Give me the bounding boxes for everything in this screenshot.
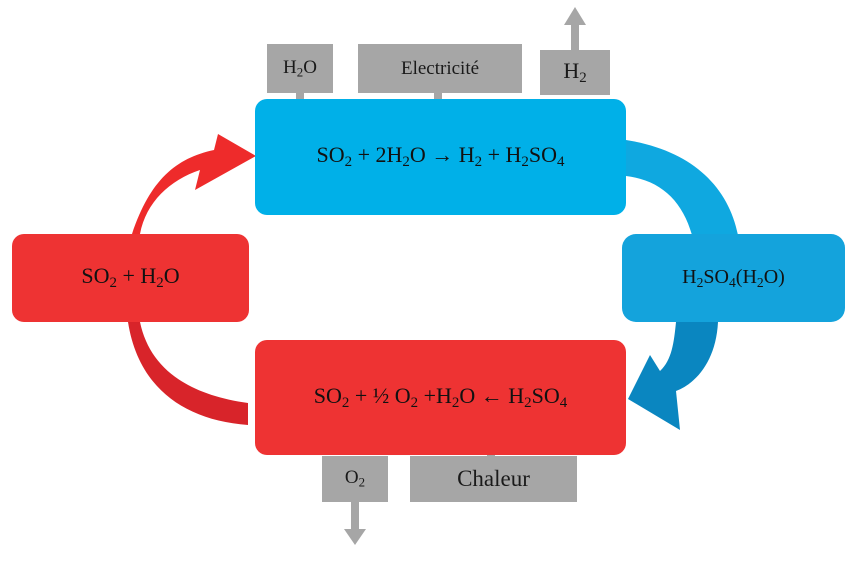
heat-input-label: Chaleur [410,456,577,502]
water-input-label: H2O [267,44,333,93]
oxygen-output-arrow [344,500,366,545]
decomposition-equation: SO2 + ½ O2 +H2O ← H2SO4 [313,382,568,412]
cycle-arrow-top-right [626,140,738,235]
sulfuric-acid-node: H2SO4(H2O) [622,234,845,322]
cycle-arrow-bottom-left [128,322,248,425]
sulfur-dioxide-water-node: SO2 + H2O [12,234,249,322]
decomposition-reaction-box: SO2 + ½ O2 +H2O ← H2SO4 [255,340,626,455]
hydrogen-output-label: H2 [540,50,610,95]
electrolysis-equation: SO2 + 2H2O → H2 + H2SO4 [316,142,565,171]
cycle-arrow-top-left [132,134,256,234]
electricity-input-label: Electricité [358,44,522,93]
oxygen-output-label: O2 [322,456,388,502]
hydrogen-output-arrow [564,7,586,50]
electrolysis-reaction-box: SO2 + 2H2O → H2 + H2SO4 [255,99,626,215]
cycle-arrow-bottom-right [628,322,718,430]
